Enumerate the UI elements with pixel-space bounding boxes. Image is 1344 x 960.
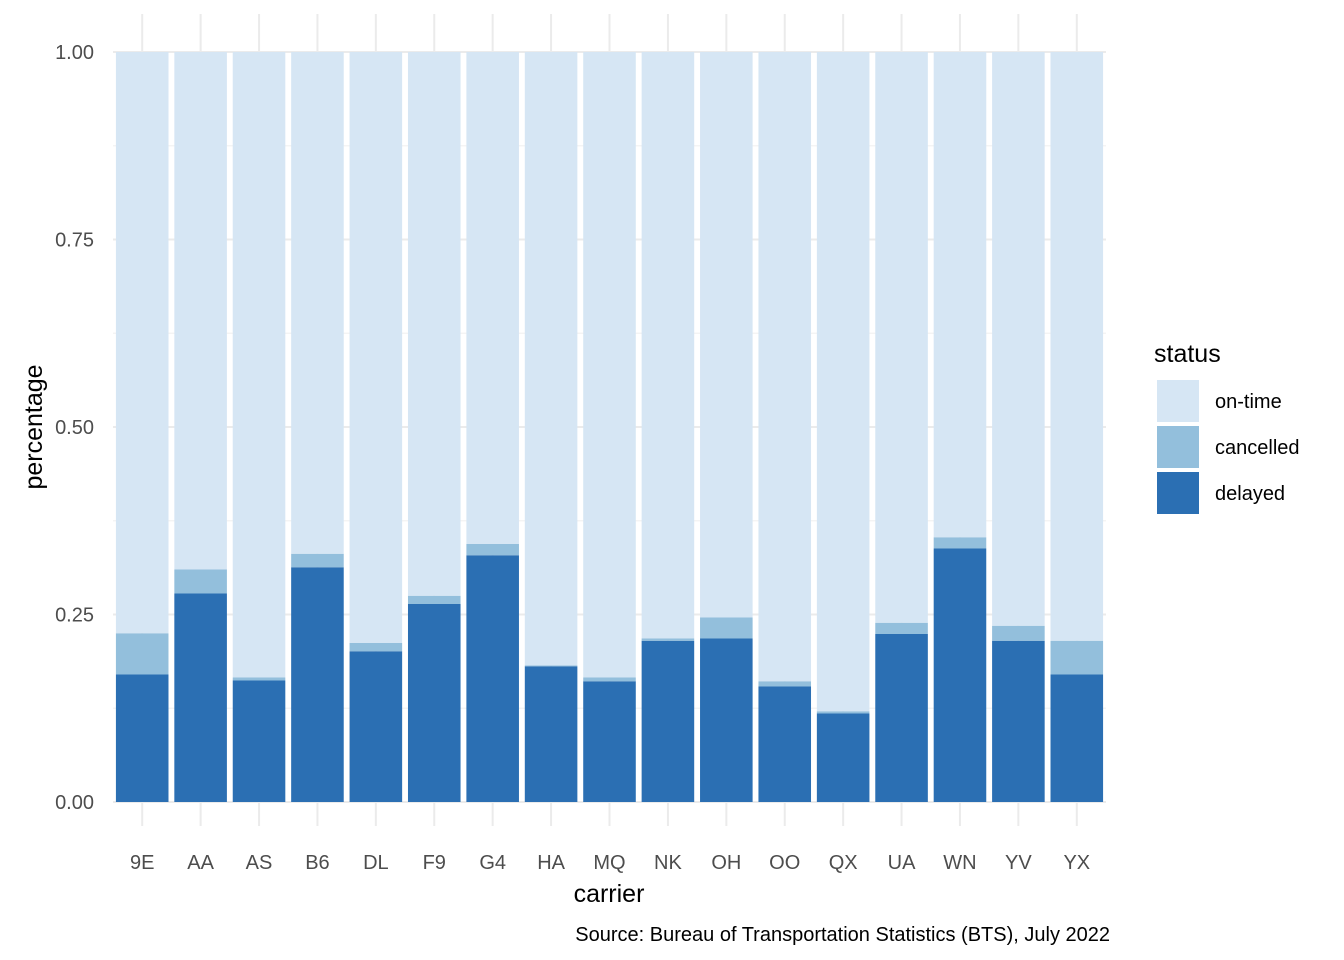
bar-cancelled-WN — [933, 537, 987, 549]
bar-cancelled-YV — [992, 625, 1045, 641]
x-tick-label-F9: F9 — [423, 852, 446, 874]
bar-cancelled-B6 — [291, 553, 344, 568]
legend: status on-time cancelled delayed — [1154, 340, 1300, 514]
bars — [115, 52, 1104, 802]
bar-cancelled-YX — [1050, 640, 1104, 675]
bar-on-time-DL — [349, 52, 403, 643]
bar-on-time-WN — [933, 52, 987, 538]
y-tick-label: 0.75 — [55, 230, 94, 252]
x-tick-label-G4: G4 — [479, 852, 506, 874]
bar-delayed-F9 — [407, 604, 461, 802]
x-tick-label-9E: 9E — [130, 852, 154, 874]
bar-delayed-DL — [349, 651, 403, 802]
bar-on-time-OO — [758, 52, 812, 682]
bar-cancelled-OO — [758, 681, 812, 687]
bar-on-time-B6 — [291, 52, 344, 554]
y-axis-title: percentage — [20, 364, 48, 489]
bar-delayed-OH — [700, 638, 753, 802]
bar-delayed-9E — [115, 674, 169, 802]
legend-label-on-time: on-time — [1215, 391, 1282, 413]
bar-on-time-UA — [875, 52, 928, 623]
bar-delayed-UA — [875, 634, 928, 802]
legend-swatch-on-time — [1157, 380, 1199, 422]
bar-on-time-G4 — [466, 52, 519, 544]
x-tick-label-UA: UA — [888, 852, 916, 874]
y-tick-label: 1.00 — [55, 42, 94, 64]
chart-caption: Source: Bureau of Transportation Statist… — [575, 924, 1110, 946]
legend-swatch-cancelled — [1157, 426, 1199, 468]
bar-cancelled-F9 — [407, 595, 461, 604]
bar-delayed-YX — [1050, 674, 1104, 802]
bar-delayed-HA — [524, 666, 578, 802]
bar-delayed-B6 — [291, 567, 344, 802]
bar-cancelled-DL — [349, 643, 403, 652]
bar-cancelled-UA — [875, 622, 928, 634]
bar-on-time-NK — [641, 52, 695, 639]
bar-cancelled-NK — [641, 638, 695, 641]
bar-delayed-QX — [816, 713, 870, 802]
bar-on-time-QX — [816, 52, 870, 712]
y-axis-ticks: 0.00 0.25 0.50 0.75 1.00 — [55, 42, 94, 814]
bar-delayed-AA — [174, 593, 227, 802]
x-tick-label-B6: B6 — [305, 852, 329, 874]
bar-on-time-9E — [115, 52, 169, 634]
x-tick-label-NK: NK — [654, 852, 682, 874]
x-axis-title: carrier — [574, 880, 645, 908]
bar-on-time-OH — [700, 52, 753, 618]
bar-cancelled-HA — [524, 665, 578, 667]
x-tick-label-DL: DL — [363, 852, 389, 874]
bar-on-time-F9 — [407, 52, 461, 596]
x-tick-label-YV: YV — [1005, 852, 1032, 874]
bar-cancelled-AA — [174, 569, 227, 594]
bar-delayed-NK — [641, 640, 695, 802]
y-tick-label: 0.50 — [55, 417, 94, 439]
bar-on-time-AA — [174, 52, 227, 570]
bar-cancelled-9E — [115, 633, 169, 675]
bar-cancelled-AS — [232, 677, 286, 681]
x-tick-label-QX: QX — [829, 852, 858, 874]
y-tick-label: 0.00 — [55, 792, 94, 814]
bar-delayed-MQ — [583, 681, 636, 802]
bar-delayed-OO — [758, 686, 812, 802]
x-axis-ticks: 9E AA AS B6 DL F9 G4 HA MQ NK OH OO QX UA WN YV YX — [130, 852, 1090, 874]
bar-cancelled-QX — [816, 711, 870, 714]
bar-on-time-YV — [992, 52, 1045, 626]
x-tick-label-OH: OH — [711, 852, 741, 874]
bar-delayed-WN — [933, 548, 987, 802]
bar-on-time-MQ — [583, 52, 636, 678]
x-tick-label-HA: HA — [537, 852, 565, 874]
bar-delayed-YV — [992, 640, 1045, 802]
x-tick-label-AA: AA — [187, 852, 214, 874]
legend-label-delayed: delayed — [1215, 483, 1285, 505]
legend-title: status — [1154, 340, 1221, 368]
legend-label-cancelled: cancelled — [1215, 437, 1300, 459]
y-tick-label: 0.25 — [55, 605, 94, 627]
bar-on-time-YX — [1050, 52, 1104, 641]
bar-cancelled-G4 — [466, 544, 519, 556]
bar-on-time-HA — [524, 52, 578, 666]
bar-delayed-AS — [232, 680, 286, 802]
x-tick-label-WN: WN — [943, 852, 976, 874]
legend-swatch-delayed — [1157, 472, 1199, 514]
x-tick-label-YX: YX — [1063, 852, 1090, 874]
bar-cancelled-OH — [700, 617, 753, 639]
x-tick-label-MQ: MQ — [593, 852, 625, 874]
bar-delayed-G4 — [466, 555, 519, 802]
x-tick-label-OO: OO — [769, 852, 800, 874]
bar-on-time-AS — [232, 52, 286, 678]
x-tick-label-AS: AS — [246, 852, 273, 874]
bar-cancelled-MQ — [583, 677, 636, 682]
